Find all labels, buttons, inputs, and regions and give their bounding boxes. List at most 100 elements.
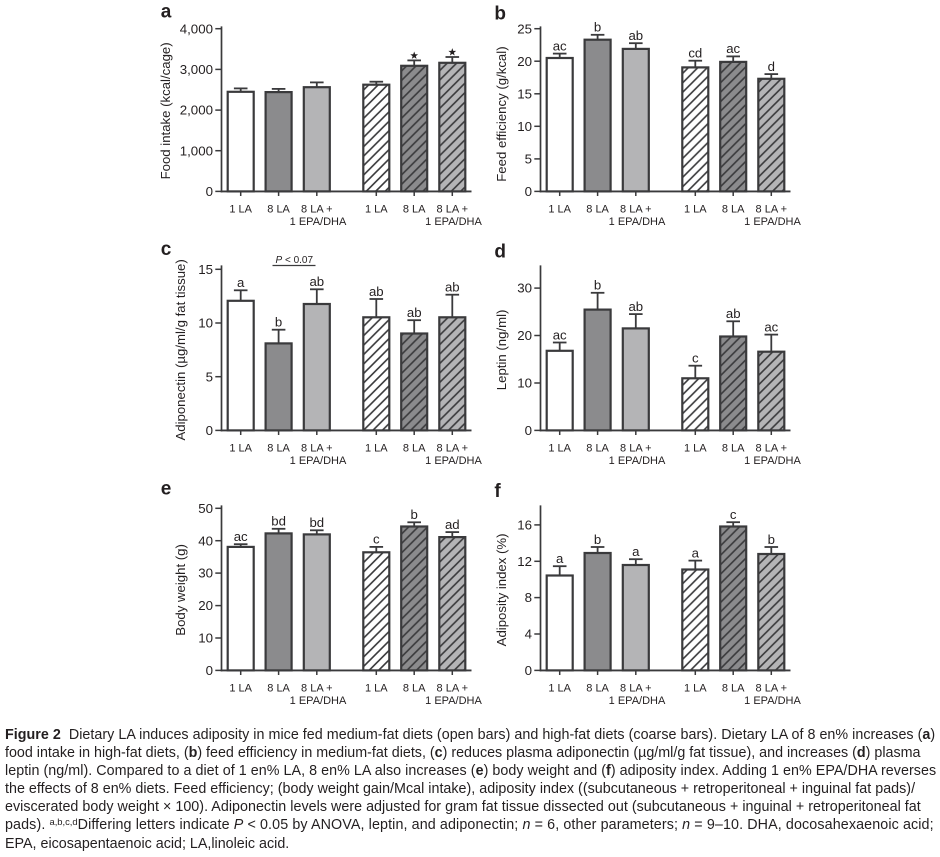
svg-text:1 EPA/DHA: 1 EPA/DHA	[425, 455, 482, 467]
svg-text:0: 0	[206, 184, 213, 199]
svg-text:ab: ab	[309, 274, 324, 289]
svg-text:8 LA: 8 LA	[586, 683, 609, 695]
svg-text:ab: ab	[628, 299, 643, 314]
svg-text:8 LA: 8 LA	[267, 443, 290, 455]
svg-text:3,000: 3,000	[180, 62, 213, 77]
svg-text:2,000: 2,000	[180, 103, 213, 118]
svg-text:10: 10	[517, 376, 532, 391]
svg-text:0: 0	[525, 663, 532, 678]
svg-text:20: 20	[517, 54, 532, 69]
svg-text:ac: ac	[234, 529, 248, 544]
svg-text:Leptin (ng/ml): Leptin (ng/ml)	[494, 310, 509, 391]
svg-text:1 EPA/DHA: 1 EPA/DHA	[744, 455, 801, 467]
svg-text:8 LA +: 8 LA +	[437, 683, 469, 695]
svg-text:b: b	[594, 532, 601, 547]
svg-text:1 EPA/DHA: 1 EPA/DHA	[290, 455, 347, 467]
svg-text:b: b	[494, 3, 506, 24]
svg-text:1 EPA/DHA: 1 EPA/DHA	[609, 216, 666, 228]
svg-text:15: 15	[517, 86, 532, 101]
svg-text:1 EPA/DHA: 1 EPA/DHA	[290, 216, 347, 228]
svg-text:b: b	[594, 20, 601, 35]
svg-text:40: 40	[198, 533, 213, 548]
svg-text:5: 5	[525, 152, 532, 167]
svg-text:8 LA +: 8 LA +	[301, 683, 333, 695]
svg-text:1 LA: 1 LA	[229, 443, 252, 455]
svg-text:1 LA: 1 LA	[548, 443, 571, 455]
svg-text:8 LA: 8 LA	[267, 204, 290, 216]
svg-text:8: 8	[525, 590, 532, 605]
svg-text:8 LA: 8 LA	[586, 204, 609, 216]
svg-text:ad: ad	[445, 517, 460, 532]
svg-text:1 EPA/DHA: 1 EPA/DHA	[425, 216, 482, 228]
svg-text:0: 0	[525, 184, 532, 199]
svg-text:cd: cd	[688, 46, 702, 61]
svg-text:a: a	[692, 545, 700, 560]
svg-text:8 LA +: 8 LA +	[437, 443, 469, 455]
svg-text:5: 5	[206, 369, 213, 384]
svg-text:20: 20	[517, 328, 532, 343]
svg-text:25: 25	[517, 21, 532, 36]
svg-text:8 LA: 8 LA	[722, 683, 745, 695]
svg-text:1 EPA/DHA: 1 EPA/DHA	[425, 695, 482, 707]
svg-text:c: c	[161, 239, 172, 260]
svg-text:1 LA: 1 LA	[684, 443, 707, 455]
svg-text:1 LA: 1 LA	[365, 443, 388, 455]
svg-text:d: d	[494, 242, 506, 263]
svg-text:1 EPA/DHA: 1 EPA/DHA	[609, 455, 666, 467]
svg-text:f: f	[494, 481, 501, 502]
svg-text:4: 4	[525, 627, 532, 642]
svg-text:0: 0	[206, 423, 213, 438]
svg-text:Body weight (g): Body weight (g)	[173, 544, 188, 636]
svg-text:1 LA: 1 LA	[229, 204, 252, 216]
svg-text:10: 10	[198, 631, 213, 646]
svg-text:1,000: 1,000	[180, 143, 213, 158]
svg-text:8 LA +: 8 LA +	[620, 683, 652, 695]
svg-text:1 EPA/DHA: 1 EPA/DHA	[744, 216, 801, 228]
svg-text:1 EPA/DHA: 1 EPA/DHA	[609, 695, 666, 707]
svg-text:16: 16	[517, 518, 532, 533]
svg-text:1 LA: 1 LA	[548, 683, 571, 695]
svg-text:1 LA: 1 LA	[229, 683, 252, 695]
svg-text:8 LA: 8 LA	[722, 204, 745, 216]
svg-text:8 LA: 8 LA	[722, 443, 745, 455]
svg-text:20: 20	[198, 598, 213, 613]
svg-text:Food intake (kcal/cage): Food intake (kcal/cage)	[158, 42, 173, 179]
svg-text:d: d	[768, 59, 775, 74]
svg-text:50: 50	[198, 501, 213, 516]
svg-text:1 LA: 1 LA	[684, 204, 707, 216]
svg-text:bd: bd	[309, 515, 324, 530]
svg-text:a: a	[237, 275, 245, 290]
svg-text:b: b	[594, 278, 601, 293]
svg-text:ab: ab	[445, 280, 460, 295]
svg-text:1 LA: 1 LA	[684, 683, 707, 695]
svg-text:a: a	[161, 2, 172, 23]
svg-text:Adiposity index (%): Adiposity index (%)	[494, 533, 509, 646]
svg-text:ab: ab	[726, 306, 741, 321]
svg-text:8 LA +: 8 LA +	[756, 683, 788, 695]
svg-text:12: 12	[517, 554, 532, 569]
svg-text:8 LA: 8 LA	[403, 683, 426, 695]
svg-text:ab: ab	[407, 305, 422, 320]
svg-text:1 LA: 1 LA	[548, 204, 571, 216]
svg-text:a: a	[632, 544, 640, 559]
svg-text:10: 10	[517, 119, 532, 134]
svg-text:b: b	[275, 315, 282, 330]
svg-text:8 LA +: 8 LA +	[756, 443, 788, 455]
svg-text:8 LA: 8 LA	[267, 683, 290, 695]
svg-text:ac: ac	[726, 41, 740, 56]
svg-text:8 LA +: 8 LA +	[620, 443, 652, 455]
svg-text:30: 30	[198, 566, 213, 581]
svg-text:4,000: 4,000	[180, 21, 213, 36]
svg-text:c: c	[730, 507, 737, 522]
svg-text:15: 15	[198, 262, 213, 277]
svg-text:1 LA: 1 LA	[365, 204, 388, 216]
svg-text:Feed efficiency (g/kcal): Feed efficiency (g/kcal)	[494, 46, 509, 181]
svg-text:8 LA +: 8 LA +	[301, 443, 333, 455]
svg-text:8 LA +: 8 LA +	[301, 204, 333, 216]
svg-text:8 LA: 8 LA	[403, 204, 426, 216]
svg-text:b: b	[411, 507, 418, 522]
svg-text:1 EPA/DHA: 1 EPA/DHA	[290, 695, 347, 707]
svg-text:1 EPA/DHA: 1 EPA/DHA	[744, 695, 801, 707]
svg-text:0: 0	[525, 423, 532, 438]
svg-text:c: c	[373, 532, 380, 547]
